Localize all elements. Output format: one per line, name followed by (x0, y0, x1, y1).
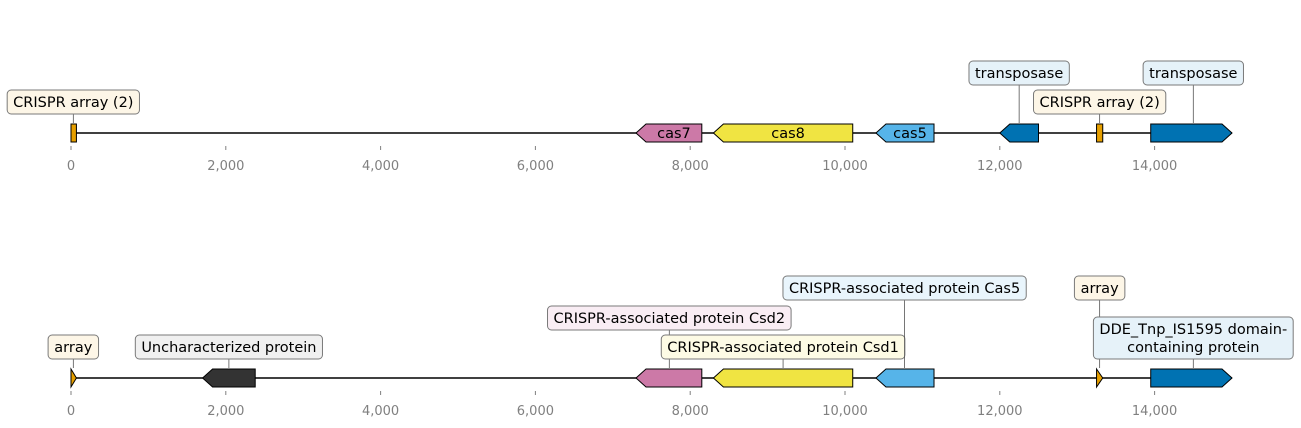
axis-tick-label: 14,000 (1132, 159, 1178, 174)
annotation-callout: transposase (1142, 60, 1244, 123)
annotation-label: DDE_Tnp_IS1595 domain-containing protein (1099, 322, 1287, 356)
annotation-box (1073, 275, 1126, 301)
axis-tick-label: 8,000 (672, 159, 709, 174)
gene-inner-label: cas7 (657, 126, 691, 142)
annotation-box (1142, 60, 1244, 86)
annotation-label: CRISPR-associated protein Csd1 (667, 340, 899, 356)
annotation-box (782, 275, 1027, 301)
gene-feature (1096, 367, 1104, 389)
gene-feature (875, 368, 935, 388)
annotation-callout: CRISPR array (2) (1033, 89, 1167, 123)
gene-feature (712, 368, 854, 388)
axis-tick-label: 4,000 (362, 404, 399, 419)
axis-tick-label: 10,000 (822, 159, 868, 174)
annotation-label: transposase (1149, 66, 1237, 82)
gene-feature (999, 123, 1039, 143)
annotation-box (134, 334, 323, 360)
annotation-box (47, 334, 100, 360)
annotation-label: array (54, 340, 92, 356)
axis-tick-label: 8,000 (672, 404, 709, 419)
axis-tick-label: 4,000 (362, 159, 399, 174)
gene-feature (635, 368, 703, 388)
axis-tick-label: 14,000 (1132, 404, 1178, 419)
axis-tick-label: 10,000 (822, 404, 868, 419)
annotation-label: transposase (975, 66, 1063, 82)
annotation-label: Uncharacterized protein (141, 340, 316, 356)
annotation-box (547, 305, 792, 331)
axis-tick-label: 2,000 (207, 159, 244, 174)
annotation-callout: array (1073, 275, 1126, 368)
annotation-box (1092, 316, 1294, 360)
annotation-callout: array (47, 334, 100, 368)
annotation-callout: DDE_Tnp_IS1595 domain-containing protein (1092, 316, 1294, 368)
annotation-label: CRISPR-associated protein Csd2 (554, 311, 786, 327)
annotation-box (968, 60, 1070, 86)
locus-top-track: 0 2,000 4,000 6,000 8,000 10,000 12,000 14,000 c… (6, 60, 1244, 174)
gene-feature (70, 123, 77, 143)
axis-tick-label: 0 (67, 404, 75, 419)
gene-inner-label: cas5 (893, 126, 927, 142)
annotation-callout: Uncharacterized protein (134, 334, 323, 368)
annotation-label: CRISPR array (2) (1040, 95, 1160, 111)
gene-feature (1150, 123, 1233, 143)
gene-feature (875, 123, 935, 143)
axis-tick-label: 6,000 (517, 404, 554, 419)
annotation-label: array (1081, 281, 1119, 297)
annotation-callout: CRISPR-associated protein Cas5 (782, 275, 1027, 368)
gene-inner-label: cas8 (771, 126, 805, 142)
locus-bottom-track: 0 2,000 4,000 6,000 8,000 10,000 12,000 14,000 a… (47, 275, 1294, 419)
axis-tick-label: 0 (67, 159, 75, 174)
gene-feature (712, 123, 854, 143)
axis-tick-label: 6,000 (517, 159, 554, 174)
axis-tick-label: 12,000 (977, 404, 1023, 419)
axis-tick-label: 2,000 (207, 404, 244, 419)
annotation-callout: CRISPR-associated protein Csd1 (660, 334, 906, 368)
gene-feature (1096, 123, 1104, 143)
axis-tick-label: 12,000 (977, 159, 1023, 174)
annotation-label: CRISPR array (2) (13, 95, 133, 111)
annotation-callout: CRISPR-associated protein Csd2 (547, 305, 792, 368)
annotation-box (1033, 89, 1167, 115)
annotation-label: CRISPR-associated protein Cas5 (789, 281, 1020, 297)
gene-feature (635, 123, 703, 143)
annotation-callout: CRISPR array (2) (6, 89, 140, 123)
gene-feature (201, 368, 256, 388)
gene-feature (1150, 368, 1233, 388)
annotation-callout: transposase (968, 60, 1070, 123)
gene-feature (70, 367, 78, 389)
annotation-box (6, 89, 140, 115)
